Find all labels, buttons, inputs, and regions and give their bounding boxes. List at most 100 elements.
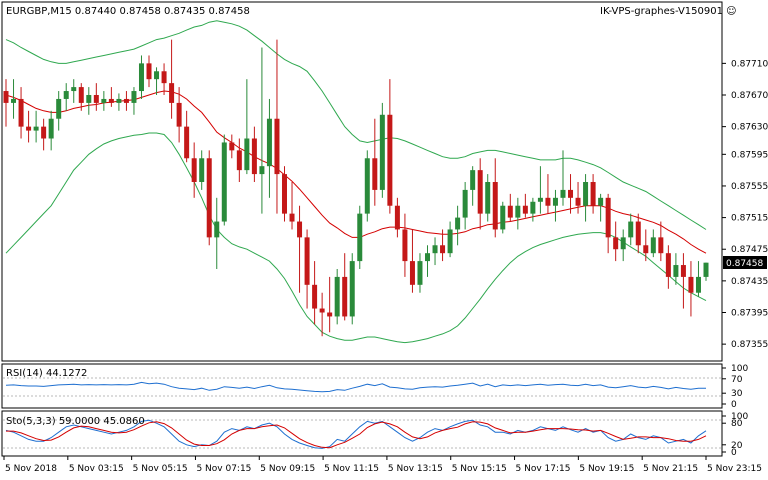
candle-body <box>635 221 641 246</box>
candle-body <box>176 102 182 127</box>
candle-body <box>138 63 144 92</box>
stoch-tick-label: 20 <box>731 441 743 451</box>
candle-body <box>56 98 62 119</box>
candle-body <box>221 142 227 222</box>
candle-body <box>71 87 77 92</box>
candle-body <box>108 98 114 103</box>
candle-body <box>440 245 446 254</box>
candle-body <box>673 265 679 277</box>
candle-body <box>560 189 566 198</box>
candle-body <box>680 265 686 277</box>
candle-body <box>214 221 220 238</box>
stoch-tick-label: 100 <box>731 412 748 422</box>
candle-body <box>628 221 634 238</box>
stoch-tick-label: 0 <box>731 448 737 458</box>
candle-body <box>63 91 69 99</box>
stoch-panel-frame <box>1 410 723 457</box>
candle-body <box>297 221 303 238</box>
candle-body <box>146 63 152 80</box>
candle-body <box>281 174 287 214</box>
candle-body <box>409 261 415 285</box>
candle-body <box>319 308 325 313</box>
rsi-tick-label: 30 <box>731 389 743 399</box>
time-tick-label: 5 Nov 11:15 <box>324 464 379 474</box>
candle-body <box>394 205 400 230</box>
candle-body <box>477 170 483 214</box>
candle-body <box>3 91 9 103</box>
candle-body <box>575 197 581 206</box>
candle-body <box>274 118 280 175</box>
candle-body <box>583 182 589 206</box>
candle-body <box>349 261 355 317</box>
candle-body <box>530 201 536 214</box>
candle-body <box>650 237 656 254</box>
candle-body <box>568 189 574 198</box>
candle-body <box>590 182 596 206</box>
price-tick-label: 0.87475 <box>731 245 768 255</box>
price-tick-label: 0.87355 <box>731 340 768 350</box>
stoch-plot <box>5 419 707 449</box>
current-price-label: 0.87458 <box>726 259 763 269</box>
candle-body <box>334 276 340 317</box>
price-tick-label: 0.87395 <box>731 309 768 319</box>
candle-body <box>184 126 190 159</box>
candle-body <box>327 312 333 317</box>
candle-body <box>33 126 39 131</box>
time-tick-label: 5 Nov 03:15 <box>69 464 124 474</box>
candle-body <box>312 284 318 309</box>
candle-body <box>455 217 461 230</box>
bollinger-upper-line <box>5 20 707 230</box>
candle-body <box>485 182 491 214</box>
candle-body <box>402 229 408 262</box>
candle-body <box>26 126 32 131</box>
candle-body <box>552 197 558 206</box>
candle-body <box>425 253 431 262</box>
price-tick-label: 0.87555 <box>731 182 768 192</box>
candle-body <box>236 150 242 171</box>
candle-body <box>500 205 506 230</box>
candle-body <box>658 237 664 254</box>
time-tick-label: 5 Nov 17:15 <box>516 464 571 474</box>
time-axis: 5 Nov 2018 5 Nov 03:15 5 Nov 05:15 5 Nov 07… <box>3 456 762 474</box>
candle-body <box>289 213 295 222</box>
time-tick-label: 5 Nov 05:15 <box>133 464 188 474</box>
time-tick-label: 5 Nov 19:15 <box>579 464 634 474</box>
candle-body <box>11 98 17 103</box>
stoch-label: Sto(5,3,3) 59.0000 45.0860 <box>6 416 145 427</box>
candle-body <box>665 253 671 277</box>
main-panel-frame <box>1 1 723 362</box>
candle-body <box>78 87 84 103</box>
candle-body <box>41 126 47 139</box>
candle-body <box>101 98 107 103</box>
candle-body <box>244 138 250 171</box>
candle-body <box>598 197 604 206</box>
time-tick-label: 5 Nov 09:15 <box>260 464 315 474</box>
candle-body <box>545 197 551 206</box>
candle-body <box>643 245 649 254</box>
time-tick-label: 5 Nov 15:15 <box>452 464 507 474</box>
candle-body <box>537 197 543 202</box>
time-tick-label: 5 Nov 13:15 <box>388 464 443 474</box>
price-tick-label: 0.87630 <box>731 123 768 133</box>
rsi-plot <box>5 381 706 393</box>
stoch-tick-label: 80 <box>731 419 743 429</box>
bollinger-lower-line <box>5 132 707 344</box>
candle-body <box>522 205 528 214</box>
rsi-tick-label: 70 <box>731 375 743 385</box>
candle-body <box>266 118 272 167</box>
price-tick-label: 0.87515 <box>731 214 768 224</box>
time-tick-label: 5 Nov 07:15 <box>196 464 251 474</box>
rsi-tick-label: 100 <box>731 364 748 374</box>
candle-body <box>131 91 137 103</box>
price-tick-label: 0.87595 <box>731 150 768 160</box>
candle-body <box>161 71 167 84</box>
candle-body <box>507 205 513 218</box>
ma-line <box>5 90 707 254</box>
stoch-signal-line <box>6 421 707 449</box>
watermark: IK-VPS-graphes-V150901 ☺ <box>600 6 737 17</box>
candle-body <box>703 262 709 277</box>
candle-body <box>695 276 701 293</box>
candle-body <box>688 276 694 293</box>
price-plot <box>3 20 709 344</box>
